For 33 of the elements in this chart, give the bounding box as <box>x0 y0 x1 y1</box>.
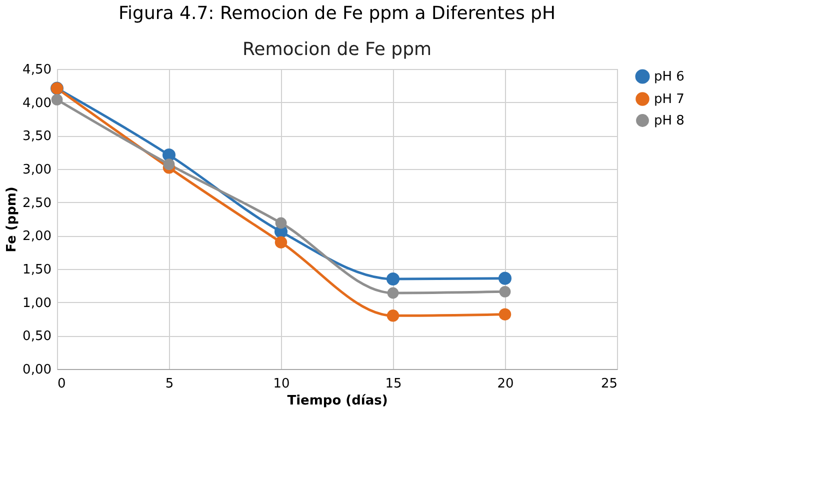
point <box>499 286 511 298</box>
x-tick-label: 15 <box>385 376 402 392</box>
y-tick-label: 1,50 <box>22 262 52 278</box>
y-tick-label: 1,00 <box>22 296 52 311</box>
point <box>498 308 512 320</box>
point <box>498 272 512 285</box>
y-tick-label: 0,00 <box>22 362 52 378</box>
x-tick-label: 5 <box>165 376 174 392</box>
point <box>163 158 175 170</box>
point <box>387 287 399 299</box>
chart-title: Figura 4.7: Remocion de Fe ppm a Diferentes pH <box>118 3 556 24</box>
y-tick-label: 4,50 <box>22 62 52 78</box>
x-tick-label: 25 <box>600 376 618 392</box>
point <box>275 217 287 229</box>
point <box>274 236 288 248</box>
y-axis-title: Fe (ppm) <box>4 186 20 252</box>
point <box>386 272 400 286</box>
y-tick-label: 2,00 <box>22 229 52 244</box>
y-tick-label: 4,00 <box>22 96 52 111</box>
y-tick-label: 3,50 <box>22 129 52 144</box>
legend-label: pH 8 <box>654 114 684 128</box>
legend-label: pH 7 <box>654 92 684 107</box>
chart-subtitle: Remocion de Fe ppm <box>242 39 432 60</box>
x-tick-label: 20 <box>497 376 514 392</box>
x-tick-label: 10 <box>273 376 290 392</box>
legend-label: pH 6 <box>654 70 684 84</box>
y-tick-label: 2,50 <box>22 196 52 211</box>
x-tick-label: 0 <box>58 376 66 392</box>
point <box>51 94 63 106</box>
x-axis-title: Tiempo (días) <box>287 394 388 408</box>
y-tick-label: 0,50 <box>22 329 52 344</box>
y-tick-label: 3,00 <box>22 162 52 178</box>
point <box>386 310 400 322</box>
